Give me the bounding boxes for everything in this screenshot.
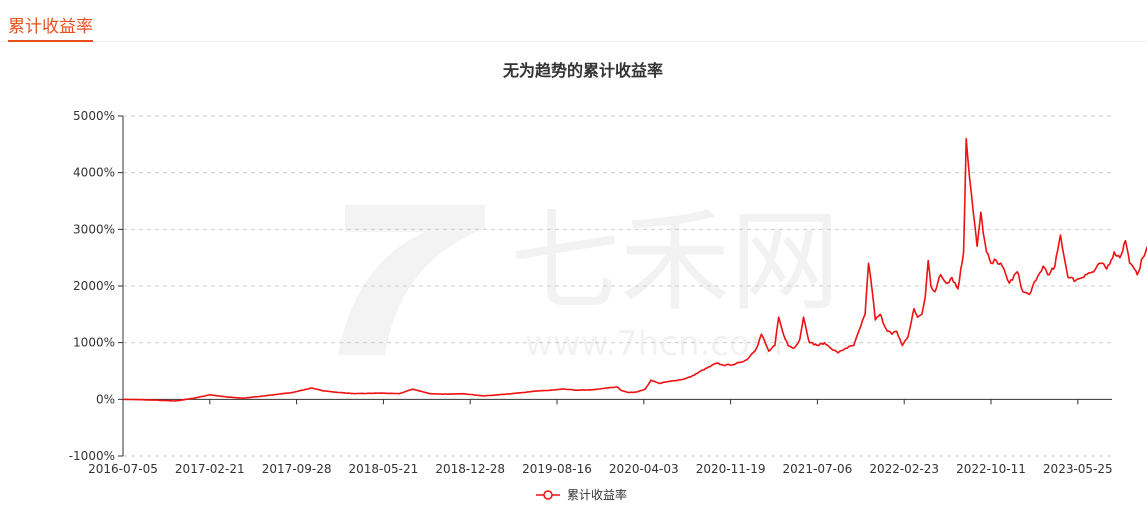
x-tick-label: 2020-04-03 — [609, 462, 679, 476]
y-tick-label: 1000% — [73, 336, 115, 350]
y-tick-label: 5000% — [73, 109, 115, 123]
y-tick-label: -1000% — [69, 449, 115, 463]
watermark: 七禾网 www.7hcn.com — [338, 198, 840, 364]
y-tick-label: 4000% — [73, 166, 115, 180]
series-layer — [122, 137, 1147, 402]
x-tick-label: 2017-02-21 — [175, 462, 245, 476]
x-tick-label: 2022-02-23 — [869, 462, 939, 476]
tab-bar: 累计收益率 — [0, 0, 1147, 42]
legend[interactable]: 累计收益率 — [536, 487, 627, 502]
y-tick-label: 2000% — [73, 279, 115, 293]
x-tick-label: 2019-08-16 — [522, 462, 592, 476]
y-tick-label: 0% — [96, 392, 115, 406]
watermark-url: www.7hcn.com — [525, 324, 783, 364]
chart-grid — [123, 115, 1112, 457]
y-tick-label: 3000% — [73, 222, 115, 236]
tab-cumulative-return[interactable]: 累计收益率 — [8, 17, 93, 42]
chart-title: 无为趋势的累计收益率 — [502, 61, 663, 80]
x-tick-label: 2023-05-25 — [1043, 462, 1113, 476]
legend-marker-icon — [543, 490, 553, 500]
x-tick-label: 2022-10-11 — [956, 462, 1026, 476]
x-tick-label: 2020-11-19 — [696, 462, 766, 476]
x-tick-label: 2021-07-06 — [783, 462, 853, 476]
y-axis: -1000% 0% 1000% 2000% 3000% 4000% 5000% — [69, 109, 124, 463]
x-axis: 2016-07-05 2017-02-21 2017-09-28 2018-05-21… — [88, 398, 1113, 476]
x-tick-label: 2017-09-28 — [262, 462, 332, 476]
x-tick-label: 2016-07-05 — [88, 462, 158, 476]
x-tick-label: 2018-05-21 — [349, 462, 419, 476]
legend-label: 累计收益率 — [567, 487, 627, 502]
watermark-brand: 七禾网 — [510, 198, 840, 326]
series-line — [122, 137, 1147, 402]
x-tick-label: 2018-12-28 — [435, 462, 505, 476]
